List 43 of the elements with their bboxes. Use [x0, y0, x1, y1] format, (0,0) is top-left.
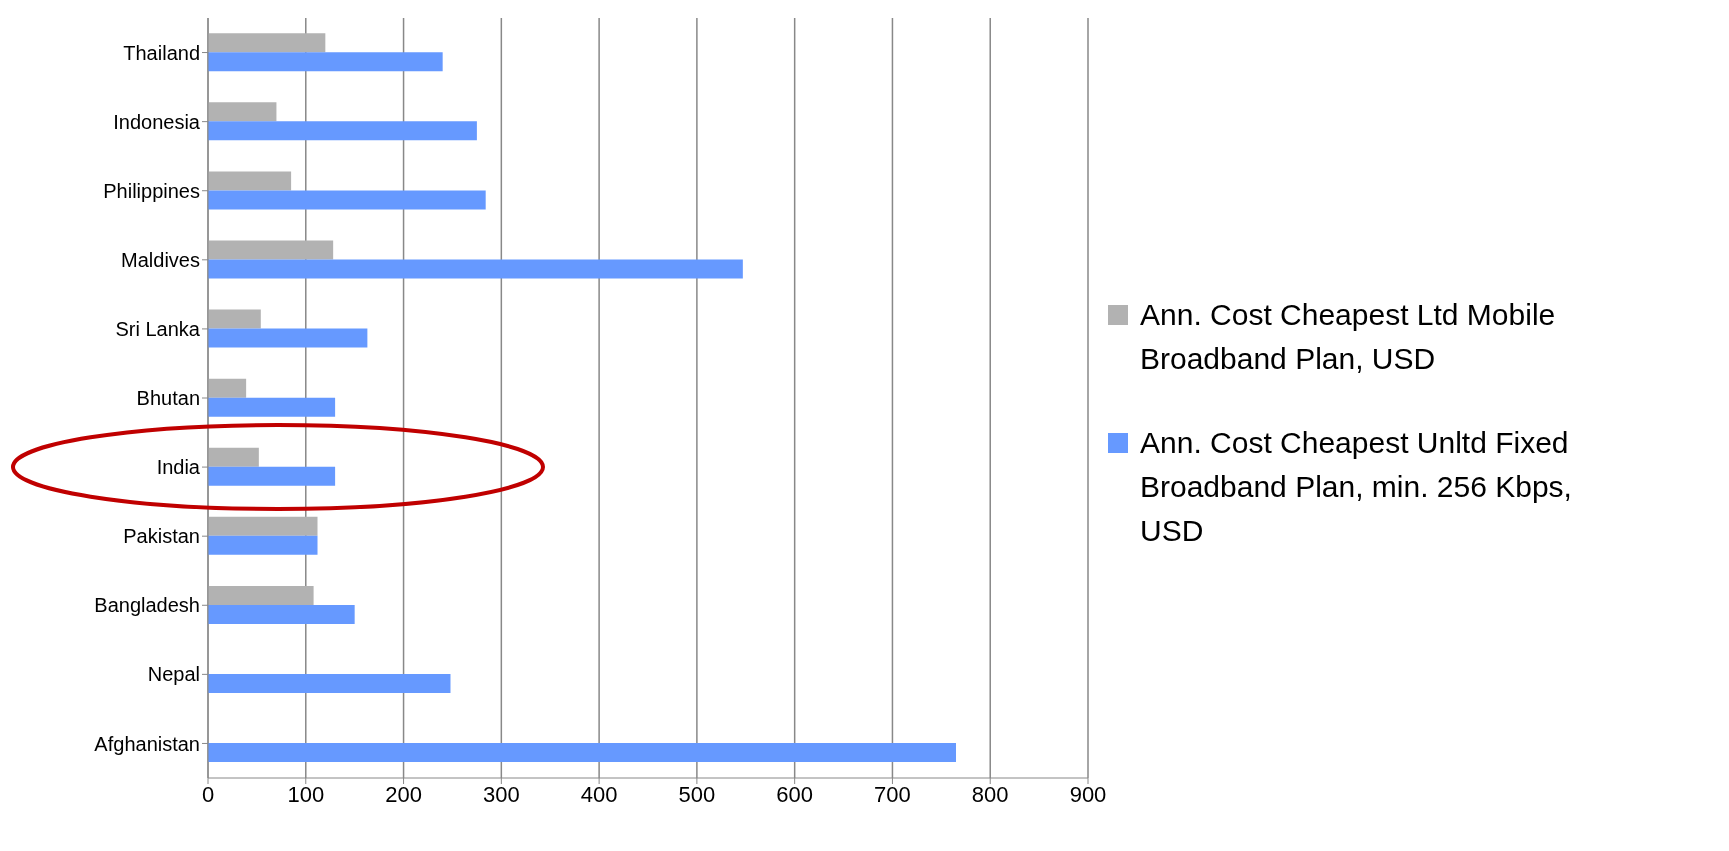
y-tick-label: Thailand: [123, 41, 200, 64]
bar: [208, 535, 318, 555]
x-tick-label: 0: [201, 781, 215, 807]
bar: [208, 585, 314, 605]
bar: [208, 190, 486, 210]
bar: [208, 171, 292, 191]
x-tick-label: 300: [482, 781, 520, 807]
bar: [208, 309, 261, 329]
x-tick-label: 200: [385, 781, 422, 807]
bar: [208, 516, 318, 536]
y-tick-label: Bangladesh: [94, 594, 200, 617]
y-tick-label: Bhutan: [136, 387, 200, 410]
x-tick-label: 600: [776, 781, 814, 807]
y-tick-label: Afghanistan: [94, 732, 200, 755]
legend-label: Ann. Cost Cheapest Ltd Mobile Broadband Plan, USD: [1140, 297, 1557, 377]
x-tick-label: 700: [874, 781, 911, 807]
y-tick-label: Nepal: [147, 663, 200, 686]
bar: [208, 33, 326, 53]
x-tick-label: 100: [287, 781, 325, 807]
y-tick-label: Indonesia: [113, 110, 201, 133]
x-tick-label: 500: [678, 781, 716, 807]
bar: [208, 102, 277, 122]
bar: [208, 466, 336, 486]
bar: [208, 447, 259, 467]
legend-label: Ann. Cost Cheapest Unltd Fixed Broadband Plan, min. 256 Kbps, USD: [1140, 425, 1573, 549]
y-tick-label: Philippines: [103, 179, 200, 202]
x-tick-label: 900: [1069, 781, 1107, 807]
bar: [208, 52, 443, 72]
x-tick-label: 800: [971, 781, 1009, 807]
y-tick-label: Pakistan: [123, 525, 200, 548]
bar: [208, 674, 451, 694]
x-tick-label: 400: [580, 781, 618, 807]
y-tick-label: India: [156, 456, 201, 479]
bar: [208, 378, 247, 398]
y-tick-label: Maldives: [121, 248, 200, 271]
bar: [208, 121, 477, 141]
bar: [208, 397, 336, 417]
bar: [208, 743, 956, 763]
bar: [208, 604, 355, 624]
bar: [208, 240, 334, 260]
y-tick-label: Sri Lanka: [115, 318, 201, 341]
bar: [208, 328, 368, 348]
bar: [208, 259, 743, 279]
